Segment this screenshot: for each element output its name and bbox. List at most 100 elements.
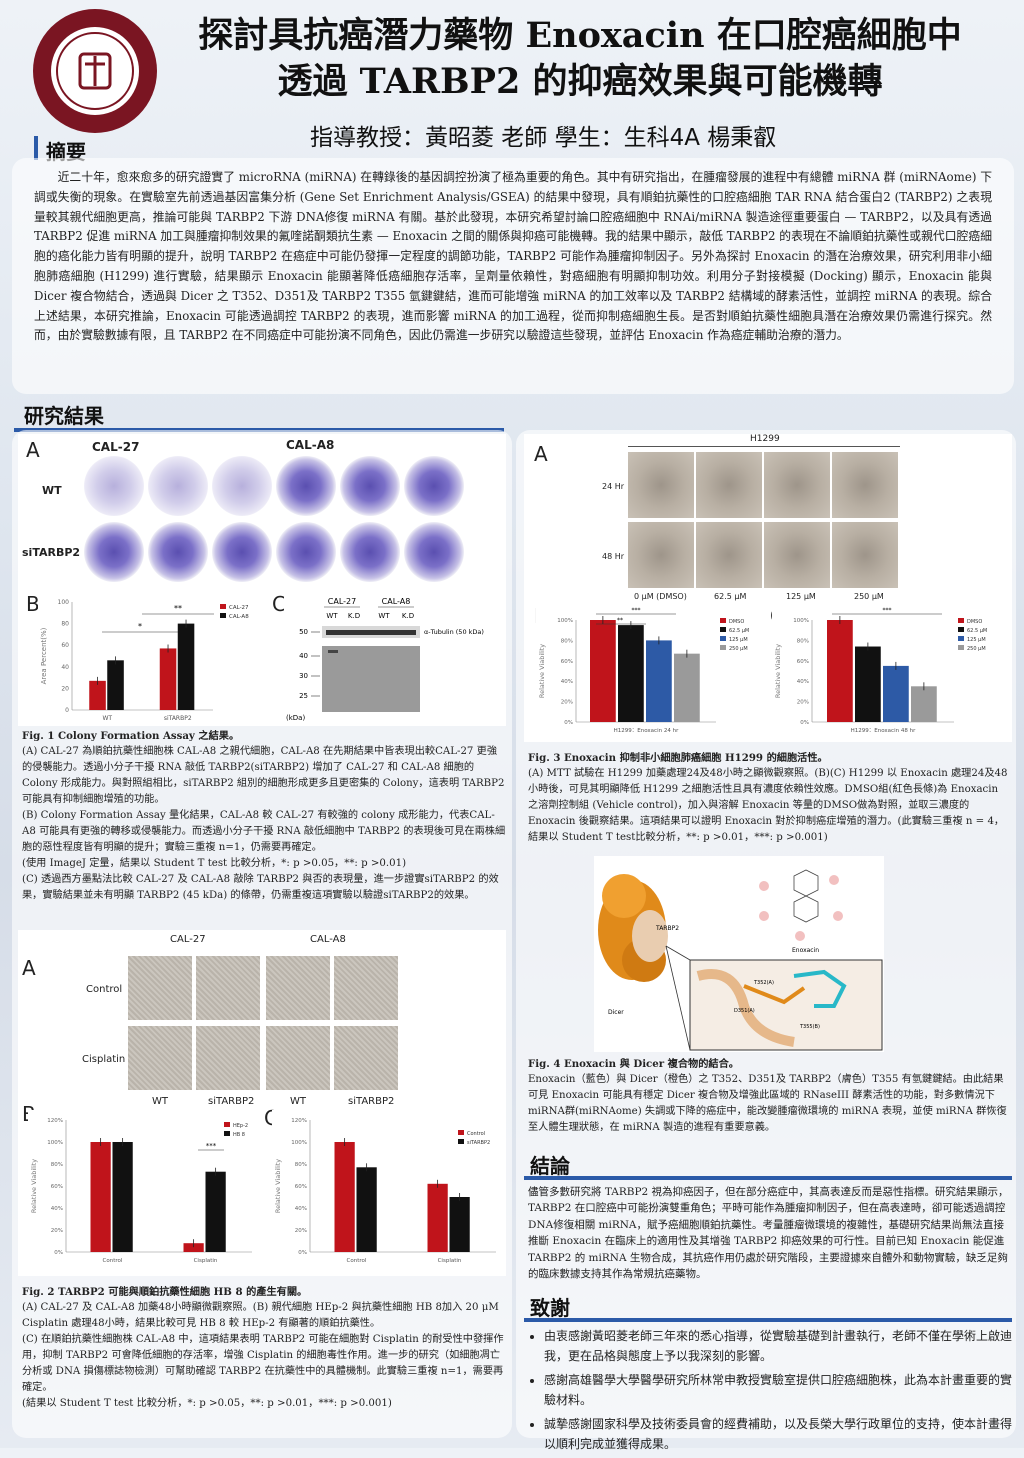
legend-swatch [220, 613, 226, 618]
wb-lane-label: K.D [348, 612, 360, 620]
wb-marker: 50 [299, 628, 308, 636]
acknowledgement-list: 由衷感謝黃昭菱老師三年來的悉心指導，從實驗基礎到計畫執行，老師不僅在學術上啟迪我… [526, 1326, 1012, 1458]
fig1-cal27-label: CAL-27 [92, 440, 140, 454]
microscope-image [334, 956, 398, 1020]
colony-plate [84, 522, 144, 582]
sig-label: ** [174, 604, 182, 613]
fig1-caption-B: (B) Colony Formation Assay 量化結果，CAL-A8 較… [22, 810, 506, 853]
y-tick-label: 80 [61, 621, 69, 628]
colony-plate [404, 522, 464, 582]
legend-swatch [720, 636, 726, 641]
microscope-image [128, 1026, 192, 1090]
microscope-image [696, 452, 762, 518]
colony-plate [340, 522, 400, 582]
microscope-image [764, 522, 830, 588]
legend-label: HEp-2 [233, 1123, 248, 1129]
fig4-dicer-label: Dicer [608, 1009, 624, 1016]
y-tick-label: 0% [54, 1250, 63, 1256]
fig2-caption-title: Fig. 2 TARBP2 可能與順鉑抗藥性細胞 HB 8 的產生有關。 [22, 1286, 308, 1298]
sig-label: * [138, 622, 142, 631]
y-tick-label: 20% [561, 700, 573, 706]
legend-swatch [958, 636, 964, 641]
fig2-caption-C: (C) 在順鉑抗藥性細胞株 CAL-A8 中，這項結果表明 TARBP2 可能在… [22, 1334, 504, 1393]
microscope-image [266, 1026, 330, 1090]
bar [159, 648, 177, 710]
legend-swatch [220, 604, 226, 609]
conclusion-underline [524, 1176, 1012, 1180]
legend-swatch [958, 645, 964, 650]
colony-plate [276, 522, 336, 582]
fig3-row-48: 48 Hr [602, 552, 625, 561]
y-tick-label: 0% [800, 720, 809, 726]
fig3-header-line [628, 446, 900, 447]
colony-plate [276, 456, 336, 516]
wb-marker: 40 [299, 652, 308, 660]
x-tick-label: Cisplatin [438, 1258, 462, 1264]
y-tick-label: 0 [65, 707, 69, 714]
legend-label: Control [467, 1131, 485, 1137]
fig2B-chart: 120% 100% 80% 60% 40% 20% 0% Relative Viability… [28, 1110, 268, 1272]
fig3-col-3: 250 μM [854, 592, 884, 601]
y-tick-label: 20% [295, 1228, 307, 1234]
fig3-label-A: A [534, 442, 548, 466]
fig4-caption-title: Fig. 4 Enoxacin 與 Dicer 複合物的結合。 [528, 1058, 739, 1070]
abstract-heading-bar [34, 136, 38, 160]
fig2-label-A: A [22, 956, 36, 980]
bar [356, 1167, 377, 1252]
sig-label: *** [883, 607, 892, 614]
fig2: A CAL-27 CAL-A8 Control Cisplatin WT siT… [18, 930, 506, 1276]
legend-label: 125 μM [967, 637, 986, 643]
y-tick-label: 100% [793, 618, 809, 624]
y-tick-label: 60% [797, 659, 809, 665]
y-tick-label: 120% [47, 1118, 63, 1124]
y-tick-label: 40% [51, 1206, 63, 1212]
legend-swatch [458, 1130, 464, 1135]
microscope-image [764, 452, 830, 518]
wb-lane-label: WT [326, 612, 338, 620]
bar [883, 665, 909, 722]
y-tick-label: 40% [797, 679, 809, 685]
bar [177, 623, 195, 710]
colony-plate [212, 456, 272, 516]
sig-label: ** [617, 617, 623, 624]
fig3-col-0: 0 μM (DMSO) [634, 592, 687, 601]
microscope-image [128, 956, 192, 1020]
fig2-col-calA8: CAL-A8 [310, 934, 346, 945]
fig1-wt-label: WT [42, 484, 62, 497]
bar [590, 620, 616, 722]
bar [827, 620, 853, 722]
y-tick-label: 80% [561, 638, 573, 644]
microscope-image [196, 956, 260, 1020]
legend-label: 62.5 μM [729, 628, 749, 634]
fig1-label-B: B [26, 592, 40, 616]
legend-label: 250 μM [967, 646, 986, 652]
wb-tarbp2-membrane [322, 646, 420, 712]
legend-label: DMSO [967, 619, 982, 625]
legend-label: siTARBP2 [467, 1140, 490, 1146]
fig2-col-cal27: CAL-27 [170, 934, 206, 945]
fig3-caption: Fig. 3 Enoxacin 抑制非小細胞肺癌細胞 H1299 的細胞活性。 … [528, 750, 1010, 846]
fig3-cell-label: H1299 [750, 434, 780, 444]
y-tick-label: 100% [291, 1140, 307, 1146]
fig3: A H1299 24 Hr 48 Hr 0 μM (DMSO) 62.5 μM … [524, 434, 1012, 742]
wb-marker: 30 [299, 672, 308, 680]
sig-label: *** [206, 1142, 217, 1150]
abstract-panel: 近二十年，愈來愈多的研究證實了 microRNA (miRNA) 在轉錄後的基因… [12, 158, 1014, 394]
colony-plate [212, 522, 272, 582]
fig2-caption-stat: (結果以 Student T test 比較分析，*: p >0.05，**: … [22, 1398, 392, 1409]
microscope-image [832, 522, 898, 588]
fig1B-chart: 100 80 60 40 20 0 Area Percent(%) WT siTARBP2 CAL… [38, 594, 263, 726]
y-tick-label: 120% [291, 1118, 307, 1124]
fig1-caption-title: Fig. 1 Colony Formation Assay 之結果。 [22, 730, 240, 742]
y-axis-label: Relative Viability [538, 644, 546, 698]
microscope-image [696, 522, 762, 588]
bar [855, 646, 881, 722]
conclusion-heading: 結論 [530, 1154, 570, 1178]
microscope-image [196, 1026, 260, 1090]
fig1-caption: Fig. 1 Colony Formation Assay 之結果。 (A) C… [22, 728, 506, 904]
legend-swatch [958, 627, 964, 632]
x-tick-label: Cisplatin [194, 1258, 218, 1264]
y-tick-label: 80% [797, 638, 809, 644]
fig2-caption: Fig. 2 TARBP2 可能與順鉑抗藥性細胞 HB 8 的產生有關。 (A)… [22, 1284, 506, 1412]
wb-header: CAL-A8 [382, 597, 411, 606]
